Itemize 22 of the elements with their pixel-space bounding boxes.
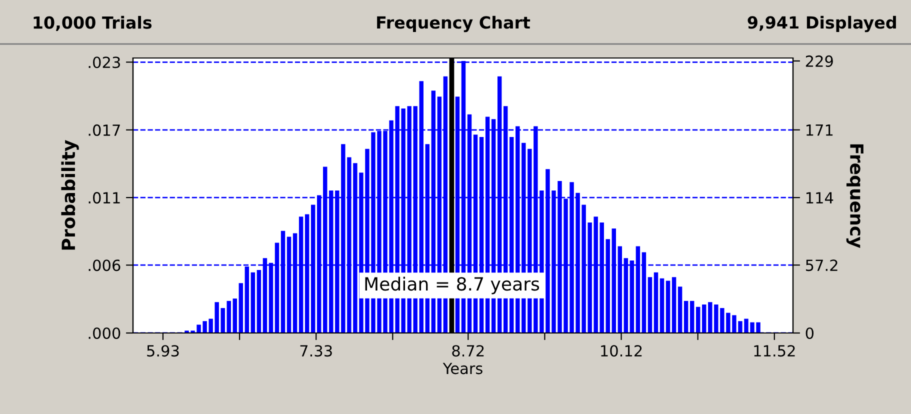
x-tick-label: 7.33 — [300, 345, 332, 357]
chart-title: Frequency Chart — [377, 16, 530, 32]
y-tick-label: .011 — [88, 192, 120, 204]
y-tick-label: .017 — [88, 124, 120, 136]
x-axis-title: Years — [442, 362, 482, 374]
y-tick-label: .000 — [88, 327, 120, 340]
x-tick-label: 5.93 — [147, 345, 179, 357]
text: 9,941 Displayed — [748, 16, 896, 32]
x-tick-label: 10.12 — [601, 345, 642, 357]
y2-tick-label: 171 — [806, 124, 833, 136]
y2-tick-label: 0 — [806, 327, 814, 340]
annotation: Median = 8.7 years — [365, 276, 540, 294]
text: 10,000 Trials — [34, 16, 152, 31]
y2-tick-label: 229 — [806, 55, 833, 67]
x-tick-label: 8.72 — [452, 345, 484, 357]
y-tick-label: .006 — [88, 260, 120, 272]
y2-axis-title: Frequency — [846, 144, 864, 248]
y-axis-title: Probability — [61, 140, 79, 250]
y-tick-label: .023 — [88, 56, 120, 68]
x-tick-label: 11.52 — [754, 345, 795, 357]
y2-tick-label: 114 — [806, 192, 834, 204]
y2-tick-label: 57.2 — [806, 260, 838, 272]
